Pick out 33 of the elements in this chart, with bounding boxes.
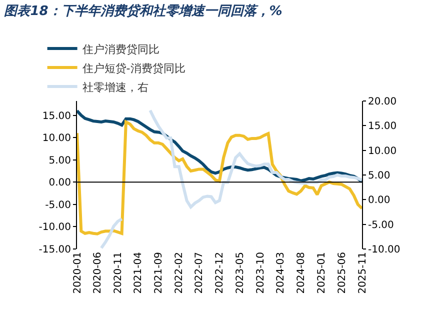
- x-tick-label: 2025-01: [316, 252, 328, 294]
- x-tick-label: 2021-09: [154, 252, 165, 294]
- x-tick-label: 2025-06: [336, 252, 348, 294]
- x-tick-label: 2024-08: [296, 252, 308, 294]
- x-tick-label: 2025-11: [357, 252, 368, 294]
- y2-tick-label: 0.00: [368, 195, 390, 206]
- x-tick-label: 2020-06: [92, 252, 104, 294]
- y-tick-label: 0.00: [48, 178, 71, 189]
- legend-label: 住户短贷-消费贷同比: [82, 62, 186, 75]
- y2-tick-label: -5.00: [368, 220, 394, 231]
- legend-label: 社零增速，右: [82, 80, 148, 94]
- y2-tick-label: 20.00: [368, 96, 397, 108]
- y2-tick-label: 10.00: [368, 146, 397, 157]
- x-tick-label: 2023-05: [234, 252, 246, 294]
- x-tick-label: 2020-01: [72, 252, 84, 294]
- y2-tick-label: -10.00: [368, 244, 400, 256]
- y2-tick-label: 15.00: [368, 121, 397, 132]
- x-tick-label: 2021-04: [133, 252, 144, 294]
- x-tick-label: 2023-10: [255, 252, 266, 294]
- y-tick-label: 15.00: [42, 110, 71, 122]
- y-tick-label: 5.00: [48, 155, 71, 166]
- x-tick-label: 2024-03: [276, 252, 287, 294]
- y-tick-label: 10.00: [42, 133, 71, 144]
- y-tick-label: -10.00: [38, 222, 71, 234]
- x-tick-label: 2022-07: [194, 252, 206, 294]
- x-tick-label: 2020-11: [113, 252, 124, 294]
- y-tick-label: -5.00: [45, 200, 71, 211]
- y-tick-label: -15.00: [38, 244, 71, 256]
- legend-label: 住户消费贷同比: [82, 42, 160, 56]
- x-tick-label: 2022-02: [174, 252, 186, 294]
- y2-tick-label: 5.00: [368, 170, 390, 182]
- chart-title: 图表18：下半年消费贷和社零增速一同回落，%: [4, 3, 282, 20]
- x-tick-label: 2022-12: [214, 252, 226, 294]
